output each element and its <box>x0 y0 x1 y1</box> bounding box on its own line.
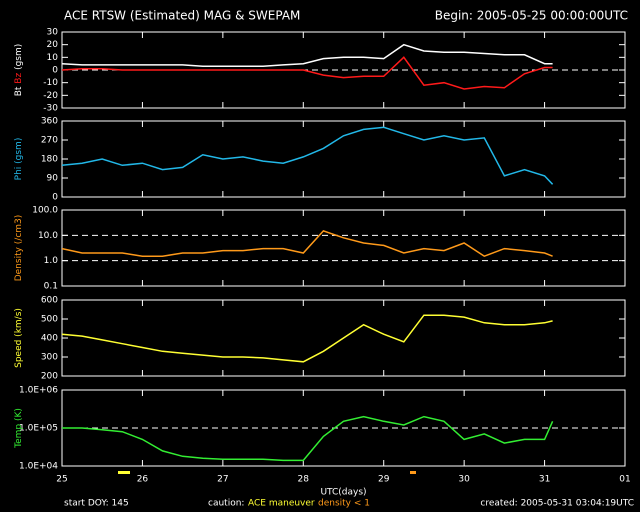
data-line <box>61 56 553 90</box>
x-tick-label: 25 <box>56 475 67 485</box>
y-tick-label: 0 <box>52 66 58 76</box>
y-tick-label: 180 <box>41 155 58 165</box>
y-axis-label: Phi (gsm) <box>14 138 24 181</box>
y-label-text: Speed (km/s) <box>14 308 24 368</box>
data-line <box>61 314 553 363</box>
y-tick-label: 90 <box>47 174 59 184</box>
y-label-text: Temp (K) <box>14 408 24 449</box>
y-tick-label: 360 <box>41 117 58 127</box>
panel-frame <box>61 120 626 198</box>
y-label-text: (gsm) <box>14 44 24 70</box>
x-tick-label: 30 <box>458 475 470 485</box>
y-tick-label: 1.0E+04 <box>19 462 58 472</box>
y-tick-label: 300 <box>41 353 58 363</box>
panel-frame <box>61 209 626 287</box>
y-tick-label: 600 <box>41 296 58 306</box>
x-tick-label: 28 <box>298 475 310 485</box>
title: ACE RTSW (Estimated) MAG & SWEPAM <box>64 9 300 23</box>
y-tick-label: -30 <box>43 104 58 114</box>
data-line <box>61 126 554 185</box>
y-label-text: Density (/cm3) <box>14 215 24 282</box>
caution: caution: <box>208 499 244 509</box>
y-tick-label: 100.0 <box>32 206 58 216</box>
data-line <box>62 415 554 462</box>
y-tick-label: -20 <box>43 91 58 101</box>
y-tick-label: 20 <box>47 40 59 50</box>
y-tick-label: -10 <box>43 78 58 88</box>
maneuver-indicator <box>118 471 130 474</box>
y-tick-label: 0 <box>52 193 58 203</box>
y-tick-label: 200 <box>41 372 58 382</box>
y-tick-label: 270 <box>41 136 58 146</box>
x-tick-label: 29 <box>378 475 390 485</box>
data-line <box>61 43 553 67</box>
x-tick-label: 01 <box>619 475 630 485</box>
y-tick-label: 10.0 <box>38 231 58 241</box>
created: created: 2005-05-31 03:04:19UTC <box>480 499 634 509</box>
y-tick-label: 500 <box>41 315 58 325</box>
density-indicator <box>410 471 416 474</box>
y-tick-label: 0.1 <box>44 282 58 292</box>
x-tick-label: 27 <box>217 475 228 485</box>
density-note: density < 1 <box>318 499 370 509</box>
y-axis-label: Bt Bz (gsm) <box>14 44 24 97</box>
x-tick-label: 26 <box>137 475 149 485</box>
y-label-text: Phi (gsm) <box>14 138 24 181</box>
legend-entry: Bz <box>14 73 24 84</box>
y-tick-label: 30 <box>47 28 59 38</box>
maneuver-note: ACE maneuver <box>248 499 315 509</box>
y-tick-label: 1.0E+06 <box>19 386 58 396</box>
x-axis-label: UTC(days) <box>320 488 366 498</box>
y-tick-label: 10 <box>47 53 59 63</box>
x-tick-label: 31 <box>539 475 550 485</box>
legend-entry: Bt <box>14 86 24 96</box>
y-tick-label: 1.0 <box>44 256 59 266</box>
data-line <box>61 230 553 258</box>
start-doy: start DOY: 145 <box>64 499 129 509</box>
y-tick-label: 400 <box>41 334 58 344</box>
y-tick-label: 1.0E+05 <box>19 424 58 434</box>
y-axis-label: Density (/cm3) <box>14 215 24 282</box>
y-axis-label: Temp (K) <box>14 408 24 449</box>
y-axis-label: Speed (km/s) <box>14 308 24 368</box>
begin: Begin: 2005-05-25 00:00:00UTC <box>435 9 628 23</box>
